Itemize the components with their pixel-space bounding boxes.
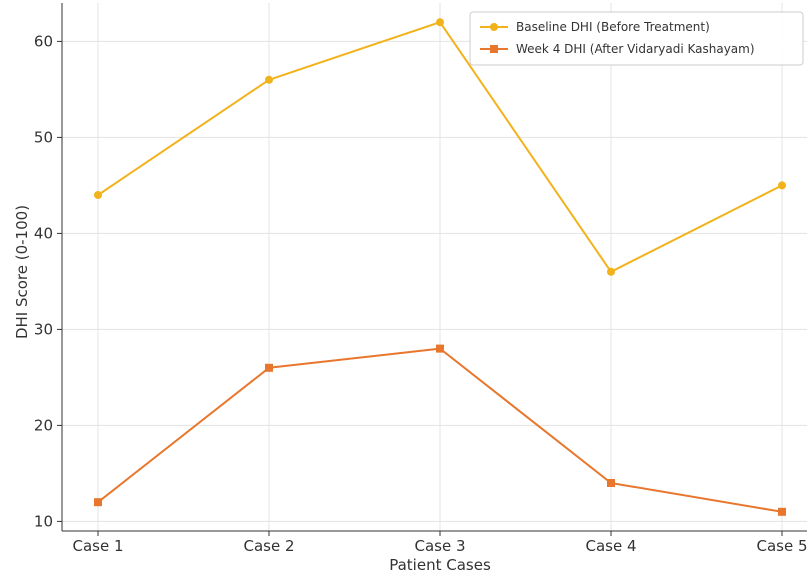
data-point [436, 344, 444, 353]
x-axis-label: Patient Cases [389, 556, 491, 574]
y-tick-label: 30 [34, 320, 53, 338]
series-2 [94, 344, 786, 516]
axes [61, 3, 807, 532]
y-tick-label: 50 [34, 128, 53, 146]
series-1 [94, 18, 786, 276]
y-axis-label: DHI Score (0-100) [13, 205, 31, 339]
legend-item: Week 4 DHI (After Vidaryadi Kashayam) [480, 42, 755, 56]
legend: Baseline DHI (Before Treatment) Week 4 DH… [469, 11, 804, 66]
x-tick-label: Case 2 [243, 537, 294, 555]
y-tick-label: 10 [34, 512, 53, 530]
legend-item: Baseline DHI (Before Treatment) [480, 20, 710, 34]
data-point [94, 191, 102, 199]
legend-label: Week 4 DHI (After Vidaryadi Kashayam) [516, 42, 755, 56]
data-point [94, 498, 102, 507]
data-point [265, 363, 273, 372]
data-point [607, 267, 615, 276]
x-tick-label: Case 4 [585, 537, 636, 555]
data-point [778, 507, 786, 516]
x-tick-label: Case 5 [756, 537, 807, 555]
x-tick-label: Case 1 [72, 537, 123, 555]
y-tick-label: 20 [34, 416, 53, 434]
data-point [436, 18, 444, 27]
legend-marker [490, 45, 498, 53]
y-ticks: 10 20 30 40 50 60 [34, 32, 62, 530]
y-tick-label: 60 [34, 32, 53, 50]
legend-label: Baseline DHI (Before Treatment) [516, 20, 710, 34]
legend-box [469, 11, 804, 66]
legend-marker [490, 23, 498, 31]
data-point [265, 75, 273, 84]
data-point [607, 479, 615, 487]
data-point [778, 181, 786, 190]
x-ticks: Case 1 Case 2 Case 3 Case 4 Case 5 [72, 531, 807, 555]
y-tick-label: 40 [34, 224, 53, 242]
x-tick-label: Case 3 [414, 537, 465, 555]
grid [62, 3, 807, 531]
series [94, 18, 786, 516]
